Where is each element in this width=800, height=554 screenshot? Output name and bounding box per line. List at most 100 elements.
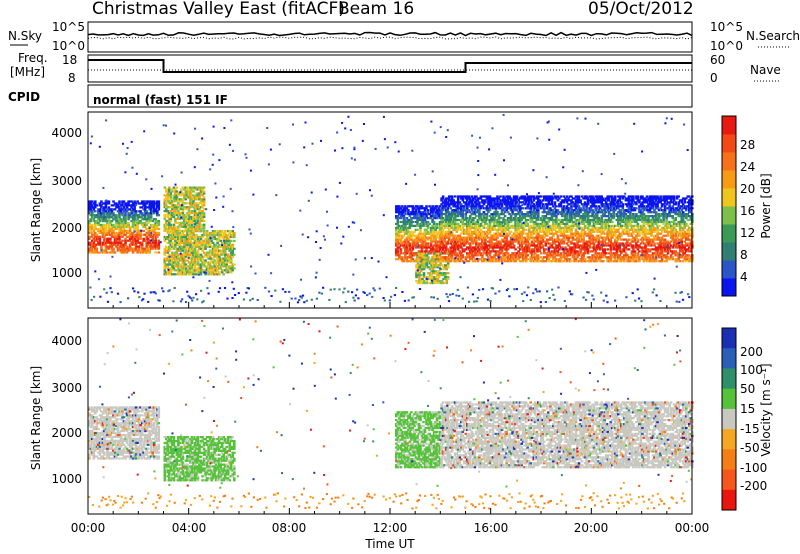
power-cell: [445, 276, 448, 279]
power-cell: [488, 250, 492, 253]
power-cell: [174, 232, 177, 235]
power-cell: [136, 223, 139, 227]
power-cell: [449, 207, 452, 210]
power-cell: [196, 271, 200, 274]
power-cell: [127, 202, 130, 205]
power-cell: [169, 196, 173, 199]
power-cell: [541, 238, 545, 241]
power-cell: [491, 246, 495, 249]
power-cell: [189, 186, 192, 189]
power-cell: [586, 215, 590, 218]
power-cell: [222, 251, 225, 254]
power-cell: [538, 224, 542, 227]
power-cell: [543, 240, 546, 243]
power-cell: [101, 225, 105, 229]
power-cell: [443, 252, 446, 255]
power-cell: [416, 236, 419, 239]
power-cell: [564, 197, 567, 200]
power-cell: [574, 244, 578, 247]
power-cell: [119, 204, 123, 207]
power-cell: [418, 279, 421, 283]
power-cell: [231, 267, 234, 270]
power-cell: [186, 239, 189, 242]
power-cell: [109, 241, 112, 244]
power-cell: [187, 273, 191, 276]
power-cell: [585, 250, 588, 253]
power-cell: [97, 237, 100, 240]
power-cell: [512, 246, 516, 249]
power-cell: [439, 281, 442, 285]
power-cell: [481, 234, 484, 237]
power-cell: [116, 249, 120, 252]
power-cell: [571, 201, 575, 204]
power-cell: [104, 229, 108, 232]
power-cell: [410, 236, 413, 239]
power-cell: [594, 260, 597, 263]
power-cell: [186, 229, 189, 232]
power-cell: [196, 235, 200, 239]
power-cell: [494, 242, 498, 245]
power-cell: [217, 259, 221, 262]
power-cell: [196, 206, 200, 209]
power-cell: [175, 265, 179, 268]
power-cell: [419, 238, 422, 241]
power-cell: [210, 251, 213, 254]
power-cell: [118, 210, 121, 213]
power-cell: [172, 194, 176, 197]
power-cell: [481, 244, 484, 247]
power-cell: [524, 260, 528, 263]
power-cell: [183, 251, 186, 254]
power-cell: [429, 242, 433, 245]
power-cell: [410, 250, 413, 253]
power-cell: [210, 271, 213, 274]
power-cell: [98, 241, 102, 244]
power-cell: [217, 267, 221, 270]
power-cell: [220, 230, 224, 233]
power-cell: [460, 258, 463, 261]
power-cell: [156, 233, 159, 236]
power-cell: [178, 245, 182, 248]
power-cell: [543, 232, 546, 235]
power-cell: [175, 200, 179, 203]
power-cell: [92, 237, 96, 240]
power-cell: [145, 235, 148, 238]
power-cell: [493, 213, 496, 216]
power-cell: [395, 240, 398, 243]
power-cell: [534, 211, 537, 214]
power-cell: [447, 258, 451, 261]
power-cell: [555, 209, 558, 212]
power-cell: [152, 200, 156, 203]
power-cell: [532, 207, 535, 210]
power-cell: [136, 245, 139, 248]
power-cell: [211, 241, 215, 244]
power-cell: [422, 215, 425, 218]
power-cell: [125, 231, 129, 234]
power-cell: [439, 262, 442, 265]
power-cell: [484, 207, 487, 210]
power-cell: [490, 220, 493, 224]
power-cell: [174, 241, 177, 244]
power-cell: [582, 228, 585, 231]
power-cell: [98, 227, 102, 231]
power-cell: [199, 267, 203, 270]
power-cell: [463, 218, 466, 222]
power-cell: [177, 267, 180, 270]
power-cell: [469, 258, 472, 261]
power-cell: [180, 206, 183, 209]
power-cell: [544, 203, 548, 206]
power-cell: [98, 210, 102, 213]
power-cell: [136, 214, 139, 217]
power-cell: [169, 255, 173, 258]
power-cell: [476, 211, 480, 214]
power-cell: [549, 207, 552, 210]
power-cell: [430, 274, 433, 277]
power-cell: [535, 222, 539, 225]
power-cell: [455, 209, 458, 212]
power-cell: [186, 194, 189, 197]
power-cell: [434, 270, 438, 273]
power-cell: [574, 260, 578, 263]
power-cell: [532, 213, 535, 216]
power-cell: [419, 266, 423, 269]
power-cell: [181, 255, 185, 258]
power-cell: [518, 207, 522, 210]
